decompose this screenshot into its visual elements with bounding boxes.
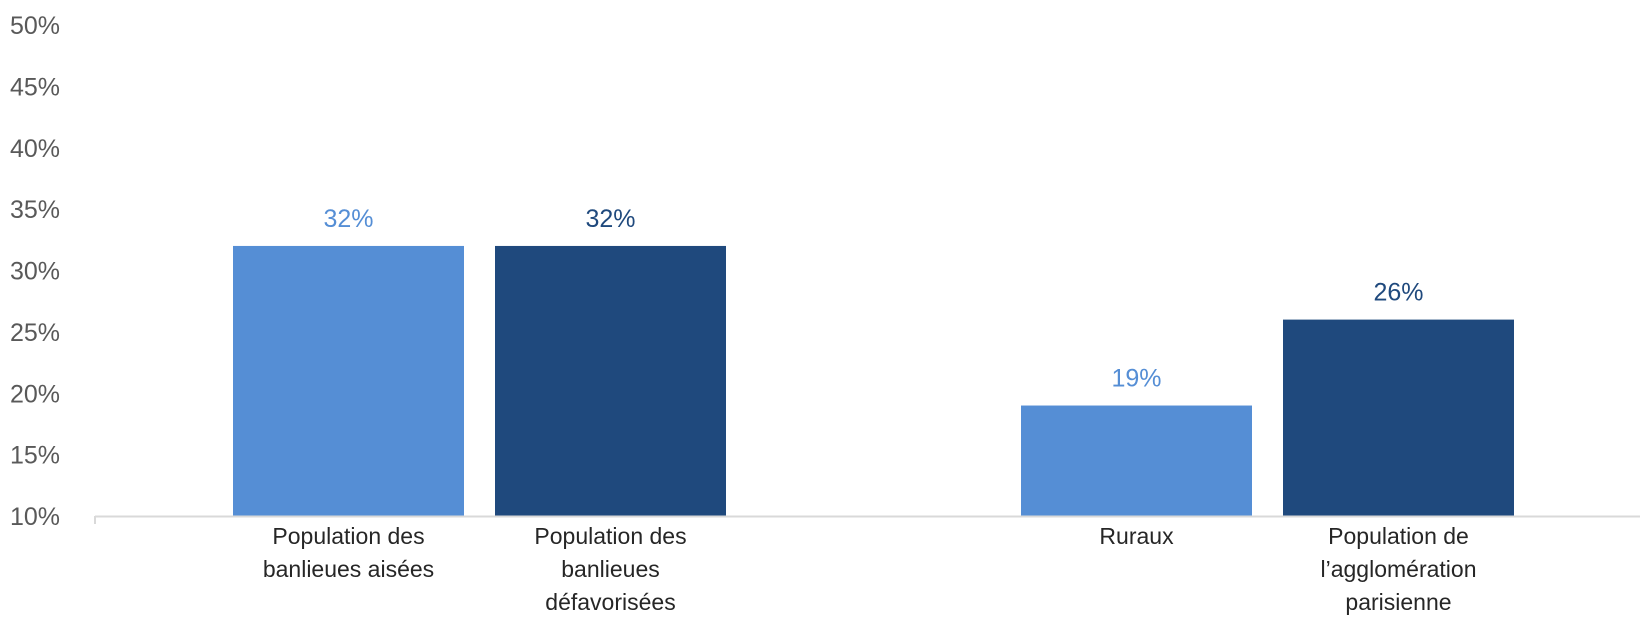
category-label: Population de l’agglomération parisienne	[1321, 523, 1477, 615]
y-tick-label: 20%	[10, 380, 60, 408]
bar	[1283, 319, 1514, 516]
y-tick-label: 45%	[10, 73, 60, 101]
data-labels: 32% 32% 19% 26%	[323, 205, 1423, 393]
y-tick-label: 50%	[10, 12, 60, 40]
y-tick-label: 10%	[10, 503, 60, 531]
y-tick-label: 25%	[10, 319, 60, 347]
bar-value-label: 26%	[1373, 279, 1423, 307]
bar-value-label: 19%	[1111, 365, 1161, 393]
y-tick-label: 15%	[10, 442, 60, 470]
bars	[233, 245, 1514, 516]
y-tick-label: 35%	[10, 196, 60, 224]
bar-value-label: 32%	[323, 205, 373, 233]
y-axis: 10% 15% 20% 25% 30% 35% 40% 45% 50%	[10, 12, 60, 531]
bar-value-label: 32%	[585, 205, 635, 233]
bar	[495, 245, 726, 516]
category-label: Ruraux	[1099, 523, 1174, 549]
category-label: Population des banlieues aisées	[263, 523, 434, 582]
y-tick-label: 30%	[10, 258, 60, 286]
category-labels: Population des banlieues aisées Population…	[263, 523, 1477, 615]
bar	[233, 245, 464, 516]
category-label: Population des banlieues défavorisées	[534, 523, 686, 615]
y-tick-label: 40%	[10, 135, 60, 163]
bar	[1021, 405, 1252, 516]
